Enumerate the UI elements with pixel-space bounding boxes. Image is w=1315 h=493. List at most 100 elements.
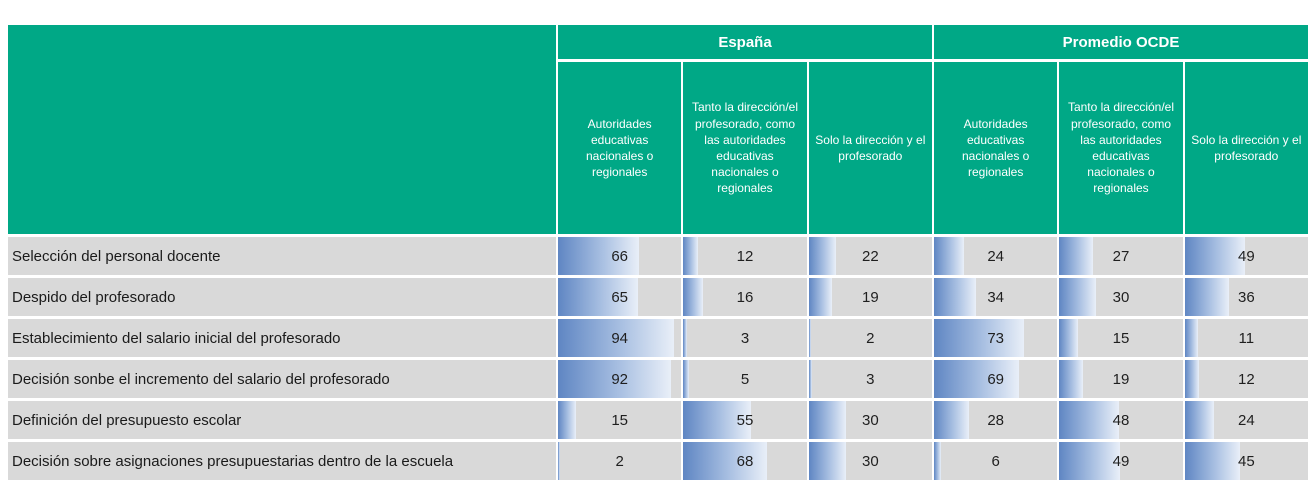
value-label: 3 <box>740 329 750 347</box>
value-bar <box>1184 278 1230 316</box>
value-bar <box>1059 237 1093 275</box>
column-header-espana-tanto: Tanto la dirección/el profesorado, como … <box>683 62 807 234</box>
value-label: 19 <box>861 288 879 306</box>
value-label: 30 <box>861 452 879 470</box>
value-bar <box>1184 237 1246 275</box>
data-cell: 6 <box>934 442 1058 480</box>
value-label: 12 <box>1237 370 1255 388</box>
value-label: 34 <box>987 288 1004 306</box>
data-cell: 55 <box>683 401 807 439</box>
value-bar <box>934 278 976 316</box>
data-cell: 69 <box>934 360 1058 398</box>
value-label: 15 <box>611 411 628 429</box>
value-bar <box>1059 401 1119 439</box>
value-bar <box>1184 360 1200 398</box>
data-cell: 19 <box>1059 360 1183 398</box>
value-bar <box>683 442 768 480</box>
value-bar <box>934 237 964 275</box>
data-cell: 12 <box>683 237 807 275</box>
data-cell: 11 <box>1184 319 1308 357</box>
value-bar <box>1059 278 1097 316</box>
value-label: 30 <box>1112 288 1130 306</box>
row-label: Selección del personal docente <box>8 237 556 275</box>
group-header-espana: España <box>558 25 932 59</box>
data-cell: 94 <box>558 319 682 357</box>
data-cell: 16 <box>683 278 807 316</box>
value-bar <box>808 319 812 357</box>
value-bar <box>558 401 577 439</box>
data-cell: 66 <box>558 237 682 275</box>
value-label: 69 <box>987 370 1004 388</box>
value-label: 66 <box>611 247 628 265</box>
value-label: 22 <box>861 247 879 265</box>
value-label: 2 <box>615 452 624 470</box>
value-label: 94 <box>611 329 628 347</box>
column-header-espana-solo: Solo la dirección y el profesorado <box>808 62 932 234</box>
value-bar <box>808 442 846 480</box>
data-cell: 28 <box>934 401 1058 439</box>
value-label: 15 <box>1112 329 1130 347</box>
value-label: 24 <box>1237 411 1255 429</box>
value-label: 49 <box>1237 247 1255 265</box>
value-label: 12 <box>736 247 754 265</box>
data-cell: 49 <box>1059 442 1183 480</box>
value-label: 19 <box>1112 370 1130 388</box>
row-label: Establecimiento del salario inicial del … <box>8 319 556 357</box>
value-bar <box>808 401 846 439</box>
data-cell: 73 <box>934 319 1058 357</box>
data-cell: 24 <box>934 237 1058 275</box>
value-bar <box>808 237 836 275</box>
value-label: 28 <box>987 411 1004 429</box>
data-cell: 48 <box>1059 401 1183 439</box>
row-label: Definición del presupuesto escolar <box>8 401 556 439</box>
value-label: 65 <box>611 288 628 306</box>
data-cell: 2 <box>808 319 932 357</box>
value-label: 24 <box>987 247 1004 265</box>
value-bar <box>683 401 752 439</box>
data-cell: 22 <box>808 237 932 275</box>
value-bar <box>558 278 639 316</box>
row-label: Decisión sonbe el incremento del salario… <box>8 360 556 398</box>
data-cell: 65 <box>558 278 682 316</box>
data-cell: 3 <box>808 360 932 398</box>
value-bar <box>934 319 1025 357</box>
data-cell: 92 <box>558 360 682 398</box>
value-bar <box>683 278 704 316</box>
value-bar <box>1059 442 1120 480</box>
value-bar <box>558 319 674 357</box>
value-bar <box>1059 360 1083 398</box>
value-bar <box>558 360 672 398</box>
row-label: Despido del profesorado <box>8 278 556 316</box>
value-label: 3 <box>866 370 875 388</box>
value-label: 36 <box>1237 288 1255 306</box>
value-bar <box>1184 319 1199 357</box>
value-bar <box>1184 442 1241 480</box>
data-cell: 3 <box>683 319 807 357</box>
value-bar <box>1184 401 1215 439</box>
data-cell: 30 <box>808 442 932 480</box>
column-header-ocde-solo: Solo la dirección y el profesorado <box>1184 62 1308 234</box>
data-cell: 15 <box>1059 319 1183 357</box>
value-bar <box>683 237 699 275</box>
data-cell: 12 <box>1184 360 1308 398</box>
data-cell: 2 <box>558 442 682 480</box>
corner-cell <box>8 25 556 234</box>
value-label: 6 <box>991 452 1000 470</box>
value-label: 49 <box>1112 452 1130 470</box>
value-label: 27 <box>1112 247 1130 265</box>
data-cell: 36 <box>1184 278 1308 316</box>
data-cell: 45 <box>1184 442 1308 480</box>
value-label: 73 <box>987 329 1004 347</box>
value-label: 55 <box>736 411 754 429</box>
value-bar <box>808 278 833 316</box>
value-bar <box>683 319 688 357</box>
value-bar <box>683 360 690 398</box>
column-header-ocde-tanto: Tanto la dirección/el profesorado, como … <box>1059 62 1183 234</box>
group-header-ocde: Promedio OCDE <box>934 25 1308 59</box>
data-cell: 49 <box>1184 237 1308 275</box>
value-label: 30 <box>861 411 879 429</box>
column-header-ocde-autoridades: Autoridades educativas nacionales o regi… <box>934 62 1058 234</box>
decision-authority-table: España Promedio OCDE Autoridades educati… <box>8 25 1308 480</box>
value-label: 68 <box>736 452 754 470</box>
value-label: 5 <box>740 370 750 388</box>
